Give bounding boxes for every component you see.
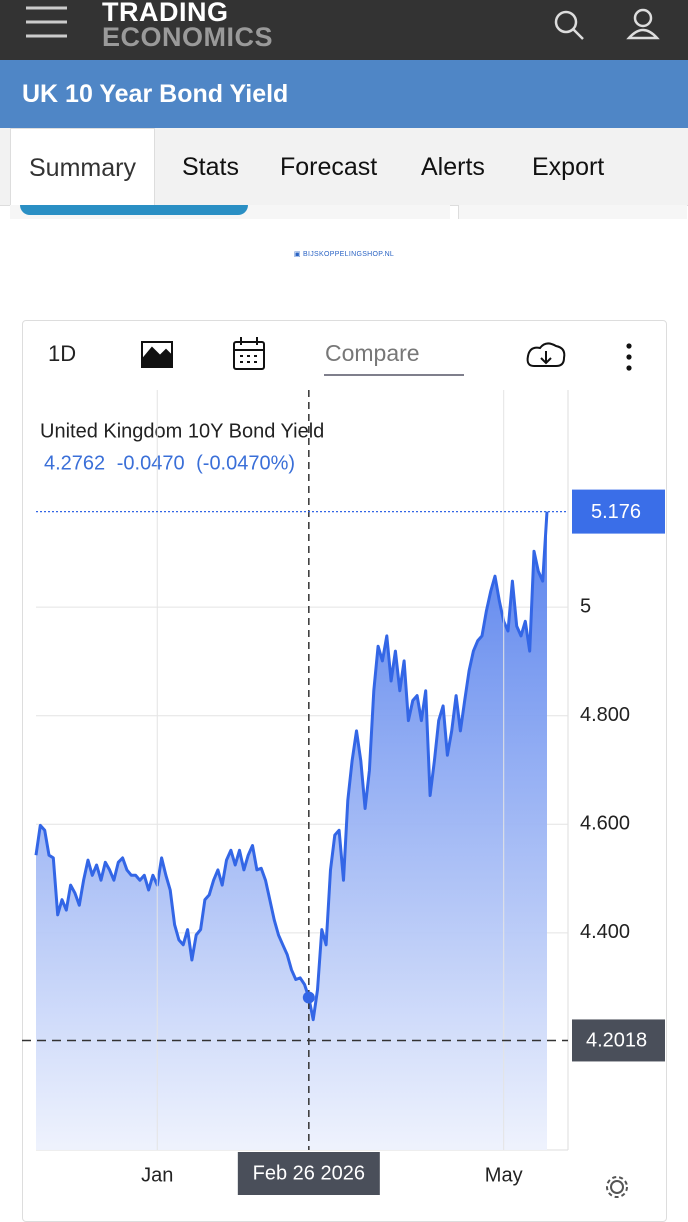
user-button[interactable] (626, 8, 660, 40)
menu-button[interactable] (26, 6, 67, 38)
page-title: UK 10 Year Bond Yield (22, 80, 289, 108)
cut-panel (10, 205, 450, 219)
y-tick-label: 4.400 (580, 921, 630, 943)
x-tick-label: Jan (141, 1164, 173, 1186)
top-icons (26, 6, 660, 40)
date-button[interactable] (233, 337, 265, 370)
chart-title: United Kingdom 10Y Bond Yield (40, 420, 324, 442)
crosshair-value-box (572, 1019, 665, 1062)
tab[interactable]: Summary (10, 128, 155, 206)
crosshair-date-box (237, 1152, 380, 1195)
top-bar: TRADING ECONOMICS (0, 0, 688, 60)
title-bar: UK 10 Year Bond Yield (0, 60, 688, 128)
ad[interactable]: ▣ BIJSKOPPELINGSHOP.NL (293, 251, 395, 258)
y-tick-label: 4.600 (580, 813, 630, 835)
tab[interactable]: Alerts (421, 153, 485, 181)
tab[interactable]: Stats (182, 153, 239, 181)
tabs: Summary Stats Forecast Alerts Export (0, 128, 688, 206)
x-tick-label: May (485, 1164, 523, 1186)
line (34, 511, 549, 1022)
y-tick-label: 5 (580, 595, 591, 617)
settings-button[interactable] (606, 1176, 628, 1198)
cut-button (20, 205, 248, 215)
logo[interactable]: TRADING ECONOMICS (102, 0, 274, 52)
chart-type-button[interactable] (141, 341, 173, 368)
cut-panel (458, 205, 687, 219)
compare-input[interactable]: Compare (325, 340, 420, 366)
more-button[interactable] (626, 343, 632, 371)
tab[interactable]: Export (532, 153, 605, 181)
download-button[interactable] (526, 342, 566, 367)
area (36, 511, 547, 1151)
last-value-box (572, 489, 665, 534)
y-tick-label: 4.800 (580, 704, 630, 726)
chart-subtitle: 4.2762 -0.0470 (-0.0470%) (44, 452, 295, 474)
period-button[interactable]: 1D (48, 341, 76, 366)
search-button[interactable] (554, 10, 584, 40)
last-value-label: 5.176 (591, 501, 641, 523)
logo-line: ECONOMICS (102, 22, 274, 52)
crosshair-date: Feb 26 2026 (253, 1162, 365, 1184)
crosshair-value: 4.2018 (586, 1030, 647, 1052)
logo-line: TRADING (102, 0, 229, 27)
tab[interactable]: Forecast (280, 153, 378, 181)
crosshair-point (302, 991, 315, 1004)
ad-text: BIJSKOPPELINGSHOP.NL (303, 251, 395, 258)
